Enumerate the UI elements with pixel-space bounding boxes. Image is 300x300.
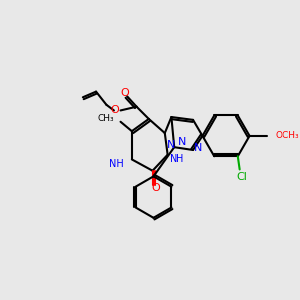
Text: N: N <box>178 136 186 146</box>
Text: OCH₃: OCH₃ <box>276 131 299 140</box>
Text: N: N <box>167 140 176 150</box>
Text: O: O <box>110 104 119 115</box>
Text: N: N <box>169 154 177 164</box>
Text: Cl: Cl <box>236 172 247 182</box>
Text: CH₃: CH₃ <box>97 114 114 123</box>
Text: H: H <box>176 154 184 164</box>
Text: O: O <box>151 183 160 193</box>
Text: O: O <box>120 88 129 98</box>
Text: N: N <box>194 143 202 153</box>
Text: NH: NH <box>109 159 123 169</box>
